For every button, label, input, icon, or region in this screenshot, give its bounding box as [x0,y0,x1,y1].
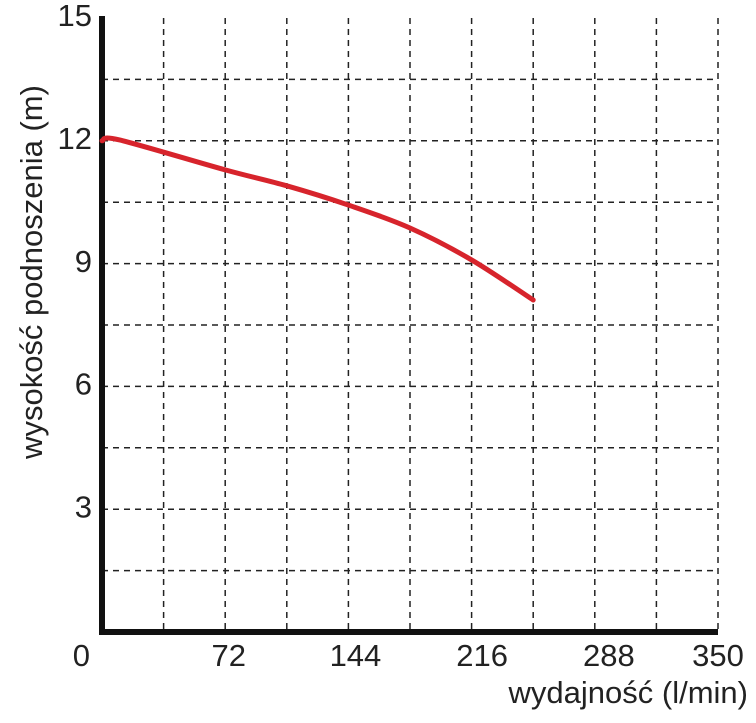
data-line [99,135,536,303]
x-tick-label: 288 [583,638,635,673]
x-tick-label: 216 [456,638,508,673]
y-tick-label: 9 [75,244,92,279]
x-tick-label: 350 [692,638,744,673]
y-tick-label: 15 [58,0,92,33]
y-axis-label: wysokość podnoszenia (m) [14,85,49,460]
x-tick-label: 144 [330,638,382,673]
y-tick-label: 12 [58,121,92,156]
y-tick-label: 6 [75,367,92,402]
x-tick-label: 72 [211,638,245,673]
y-tick-label: 3 [75,489,92,524]
x-axis-label: wydajność (l/min) [508,675,748,710]
x-tick-label: 0 [73,638,90,673]
